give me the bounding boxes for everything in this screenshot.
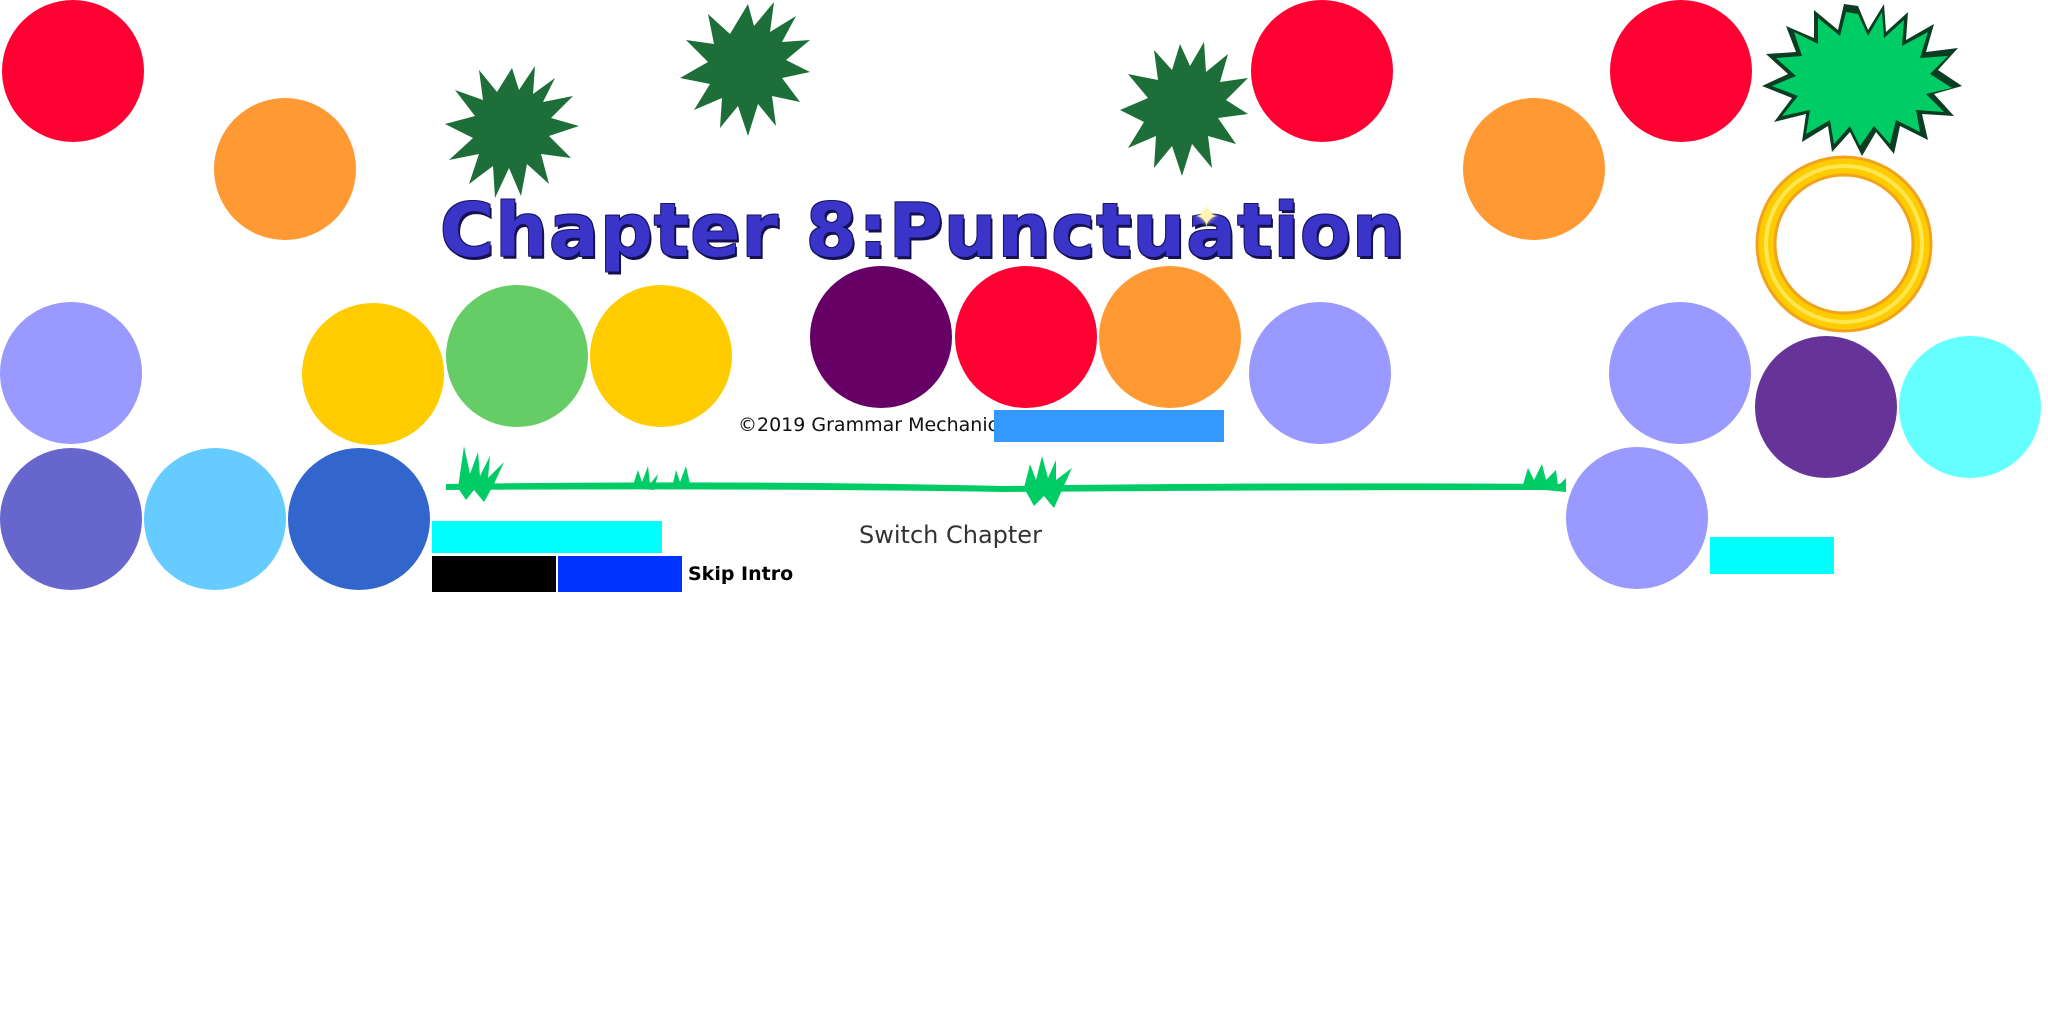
orange-circle [1099,266,1241,408]
red-circle [1251,0,1393,142]
black-block-button[interactable] [432,556,556,592]
lavender-circle [1249,302,1391,444]
cyan-bar-button[interactable] [1710,537,1834,574]
red-circle [1610,0,1752,142]
cyan-bar-button[interactable] [432,521,662,553]
copyright-button[interactable] [994,410,1224,442]
red-circle [955,266,1097,408]
lavender-circle [1609,302,1751,444]
bush-icon [1118,38,1250,178]
switch-chapter-button[interactable]: Switch Chapter [859,521,1042,549]
skip-intro-button[interactable]: Skip Intro [688,563,794,585]
grass-strip [444,440,1568,514]
yellow-circle [590,285,732,427]
red-circle [2,0,144,142]
green-circle [446,285,588,427]
lavender-circle [1566,447,1708,589]
royal-blue-circle [288,448,430,590]
orange-circle [1463,98,1605,240]
plum-circle [810,266,952,408]
orange-circle [214,98,356,240]
sparkle-icon: ✦ [1194,200,1220,235]
copyright-text: ©2019 Grammar Mechanics™ [738,414,1027,436]
bush-icon [678,0,812,140]
yellow-circle [302,303,444,445]
gold-ring-icon [1755,155,1933,333]
lavender-circle [0,302,142,444]
bush-icon [1758,0,1964,156]
slate-blue-circle [0,448,142,590]
page-title: Chapter 8:Punctuation [440,188,1406,274]
skip-intro-block-button[interactable] [558,556,682,592]
cyan-circle [1899,336,2041,478]
bush-icon [443,60,581,202]
sky-circle [144,448,286,590]
purple-circle [1755,336,1897,478]
